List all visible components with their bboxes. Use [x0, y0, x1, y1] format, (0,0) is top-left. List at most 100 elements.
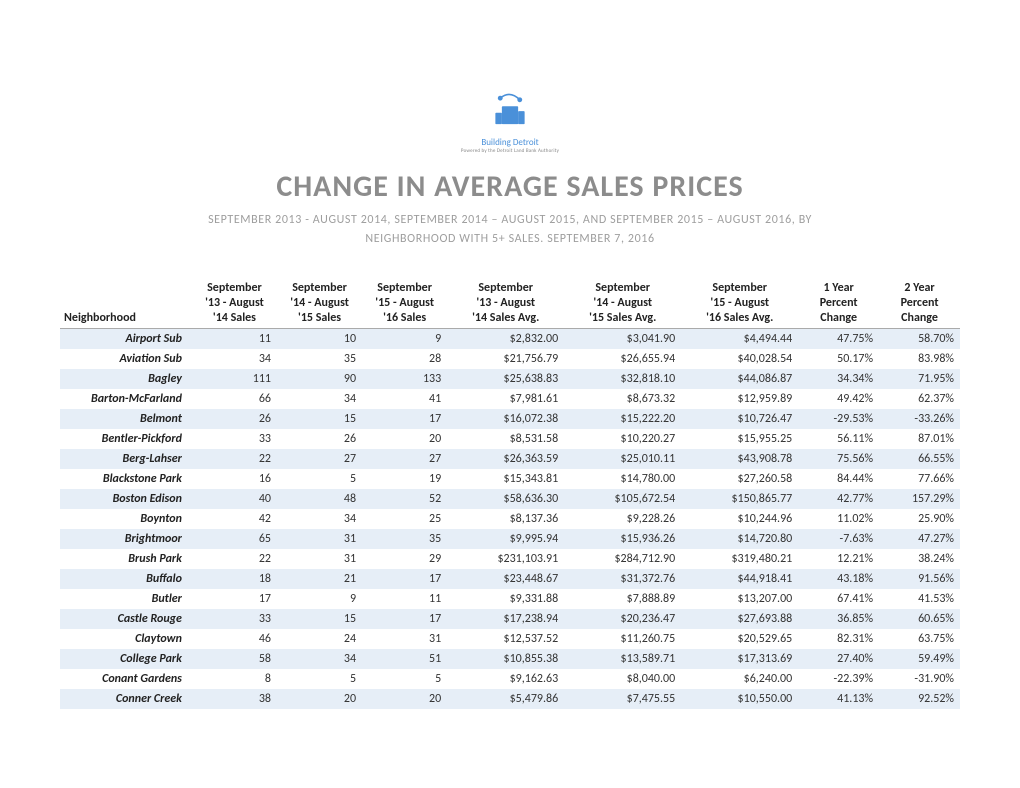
- cell-sales-14: 33: [192, 429, 277, 449]
- cell-sales-15: 15: [277, 409, 362, 429]
- cell-avg-14: $9,995.94: [447, 529, 564, 549]
- cell-neighborhood: Claytown: [60, 629, 192, 649]
- cell-sales-16: 51: [362, 649, 447, 669]
- cell-avg-15: $31,372.76: [564, 569, 681, 589]
- cell-avg-15: $20,236.47: [564, 609, 681, 629]
- cell-sales-14: 8: [192, 669, 277, 689]
- cell-1yr-change: 43.18%: [798, 569, 879, 589]
- brand-logo-icon: [484, 90, 536, 129]
- cell-neighborhood: Buffalo: [60, 569, 192, 589]
- cell-sales-15: 34: [277, 509, 362, 529]
- col-sales-14: September '13 - August '14 Sales: [192, 279, 277, 329]
- cell-1yr-change: 75.56%: [798, 449, 879, 469]
- cell-avg-14: $26,363.59: [447, 449, 564, 469]
- cell-1yr-change: 34.34%: [798, 369, 879, 389]
- cell-avg-16: $40,028.54: [681, 349, 798, 369]
- cell-avg-16: $319,480.21: [681, 549, 798, 569]
- cell-1yr-change: 56.11%: [798, 429, 879, 449]
- cell-avg-16: $13,207.00: [681, 589, 798, 609]
- col-sales-15: September '14 - August '15 Sales: [277, 279, 362, 329]
- cell-1yr-change: 84.44%: [798, 469, 879, 489]
- cell-2yr-change: 60.65%: [879, 609, 960, 629]
- cell-sales-14: 58: [192, 649, 277, 669]
- cell-sales-14: 16: [192, 469, 277, 489]
- cell-avg-16: $10,244.96: [681, 509, 798, 529]
- page-subtitle: SEPTEMBER 2013 - AUGUST 2014, SEPTEMBER …: [60, 211, 960, 249]
- subtitle-line-2: NEIGHBORHOOD WITH 5+ SALES. SEPTEMBER 7,…: [365, 232, 654, 246]
- cell-avg-14: $12,537.52: [447, 629, 564, 649]
- cell-2yr-change: 38.24%: [879, 549, 960, 569]
- cell-1yr-change: 27.40%: [798, 649, 879, 669]
- table-row: Aviation Sub343528$21,756.79$26,655.94$4…: [60, 349, 960, 369]
- table-row: Claytown462431$12,537.52$11,260.75$20,52…: [60, 629, 960, 649]
- cell-sales-16: 35: [362, 529, 447, 549]
- cell-avg-15: $7,475.55: [564, 689, 681, 709]
- table-row: Bentler-Pickford332620$8,531.58$10,220.2…: [60, 429, 960, 449]
- cell-2yr-change: -33.26%: [879, 409, 960, 429]
- cell-sales-16: 41: [362, 389, 447, 409]
- cell-2yr-change: 71.95%: [879, 369, 960, 389]
- cell-neighborhood: Brightmoor: [60, 529, 192, 549]
- cell-neighborhood: Butler: [60, 589, 192, 609]
- cell-avg-14: $58,636.30: [447, 489, 564, 509]
- cell-avg-14: $9,162.63: [447, 669, 564, 689]
- cell-sales-14: 17: [192, 589, 277, 609]
- cell-sales-15: 10: [277, 329, 362, 350]
- table-row: Conant Gardens855$9,162.63$8,040.00$6,24…: [60, 669, 960, 689]
- cell-2yr-change: 92.52%: [879, 689, 960, 709]
- cell-avg-16: $6,240.00: [681, 669, 798, 689]
- cell-sales-15: 21: [277, 569, 362, 589]
- cell-1yr-change: 49.42%: [798, 389, 879, 409]
- cell-sales-14: 22: [192, 549, 277, 569]
- cell-neighborhood: Conant Gardens: [60, 669, 192, 689]
- cell-sales-16: 27: [362, 449, 447, 469]
- cell-sales-14: 22: [192, 449, 277, 469]
- cell-1yr-change: 42.77%: [798, 489, 879, 509]
- cell-sales-14: 33: [192, 609, 277, 629]
- cell-avg-14: $23,448.67: [447, 569, 564, 589]
- cell-sales-14: 46: [192, 629, 277, 649]
- table-row: Brightmoor653135$9,995.94$15,936.26$14,7…: [60, 529, 960, 549]
- cell-avg-15: $7,888.89: [564, 589, 681, 609]
- cell-sales-16: 133: [362, 369, 447, 389]
- cell-avg-16: $14,720.80: [681, 529, 798, 549]
- cell-sales-14: 66: [192, 389, 277, 409]
- cell-sales-15: 5: [277, 669, 362, 689]
- table-row: Berg-Lahser222727$26,363.59$25,010.11$43…: [60, 449, 960, 469]
- cell-1yr-change: 47.75%: [798, 329, 879, 350]
- cell-neighborhood: Brush Park: [60, 549, 192, 569]
- cell-2yr-change: 66.55%: [879, 449, 960, 469]
- cell-neighborhood: Berg-Lahser: [60, 449, 192, 469]
- cell-avg-14: $2,832.00: [447, 329, 564, 350]
- cell-2yr-change: -31.90%: [879, 669, 960, 689]
- cell-1yr-change: 41.13%: [798, 689, 879, 709]
- table-row: Boston Edison404852$58,636.30$105,672.54…: [60, 489, 960, 509]
- cell-sales-15: 5: [277, 469, 362, 489]
- cell-neighborhood: Boynton: [60, 509, 192, 529]
- col-sales-16: September '15 - August '16 Sales: [362, 279, 447, 329]
- table-row: Castle Rouge331517$17,238.94$20,236.47$2…: [60, 609, 960, 629]
- cell-avg-16: $10,550.00: [681, 689, 798, 709]
- cell-sales-16: 5: [362, 669, 447, 689]
- cell-avg-15: $14,780.00: [564, 469, 681, 489]
- cell-sales-16: 28: [362, 349, 447, 369]
- cell-2yr-change: 59.49%: [879, 649, 960, 669]
- cell-avg-16: $150,865.77: [681, 489, 798, 509]
- cell-sales-16: 19: [362, 469, 447, 489]
- cell-sales-15: 90: [277, 369, 362, 389]
- col-avg-14: September '13 - August '14 Sales Avg.: [447, 279, 564, 329]
- cell-sales-14: 42: [192, 509, 277, 529]
- cell-sales-15: 26: [277, 429, 362, 449]
- cell-neighborhood: Bentler-Pickford: [60, 429, 192, 449]
- cell-avg-16: $43,908.78: [681, 449, 798, 469]
- cell-sales-16: 17: [362, 409, 447, 429]
- subtitle-line-1: SEPTEMBER 2013 - AUGUST 2014, SEPTEMBER …: [208, 213, 812, 227]
- cell-sales-15: 31: [277, 549, 362, 569]
- table-row: Conner Creek382020$5,479.86$7,475.55$10,…: [60, 689, 960, 709]
- cell-sales-14: 34: [192, 349, 277, 369]
- cell-avg-16: $17,313.69: [681, 649, 798, 669]
- cell-neighborhood: Belmont: [60, 409, 192, 429]
- cell-neighborhood: Boston Edison: [60, 489, 192, 509]
- table-row: Belmont261517$16,072.38$15,222.20$10,726…: [60, 409, 960, 429]
- cell-sales-16: 17: [362, 609, 447, 629]
